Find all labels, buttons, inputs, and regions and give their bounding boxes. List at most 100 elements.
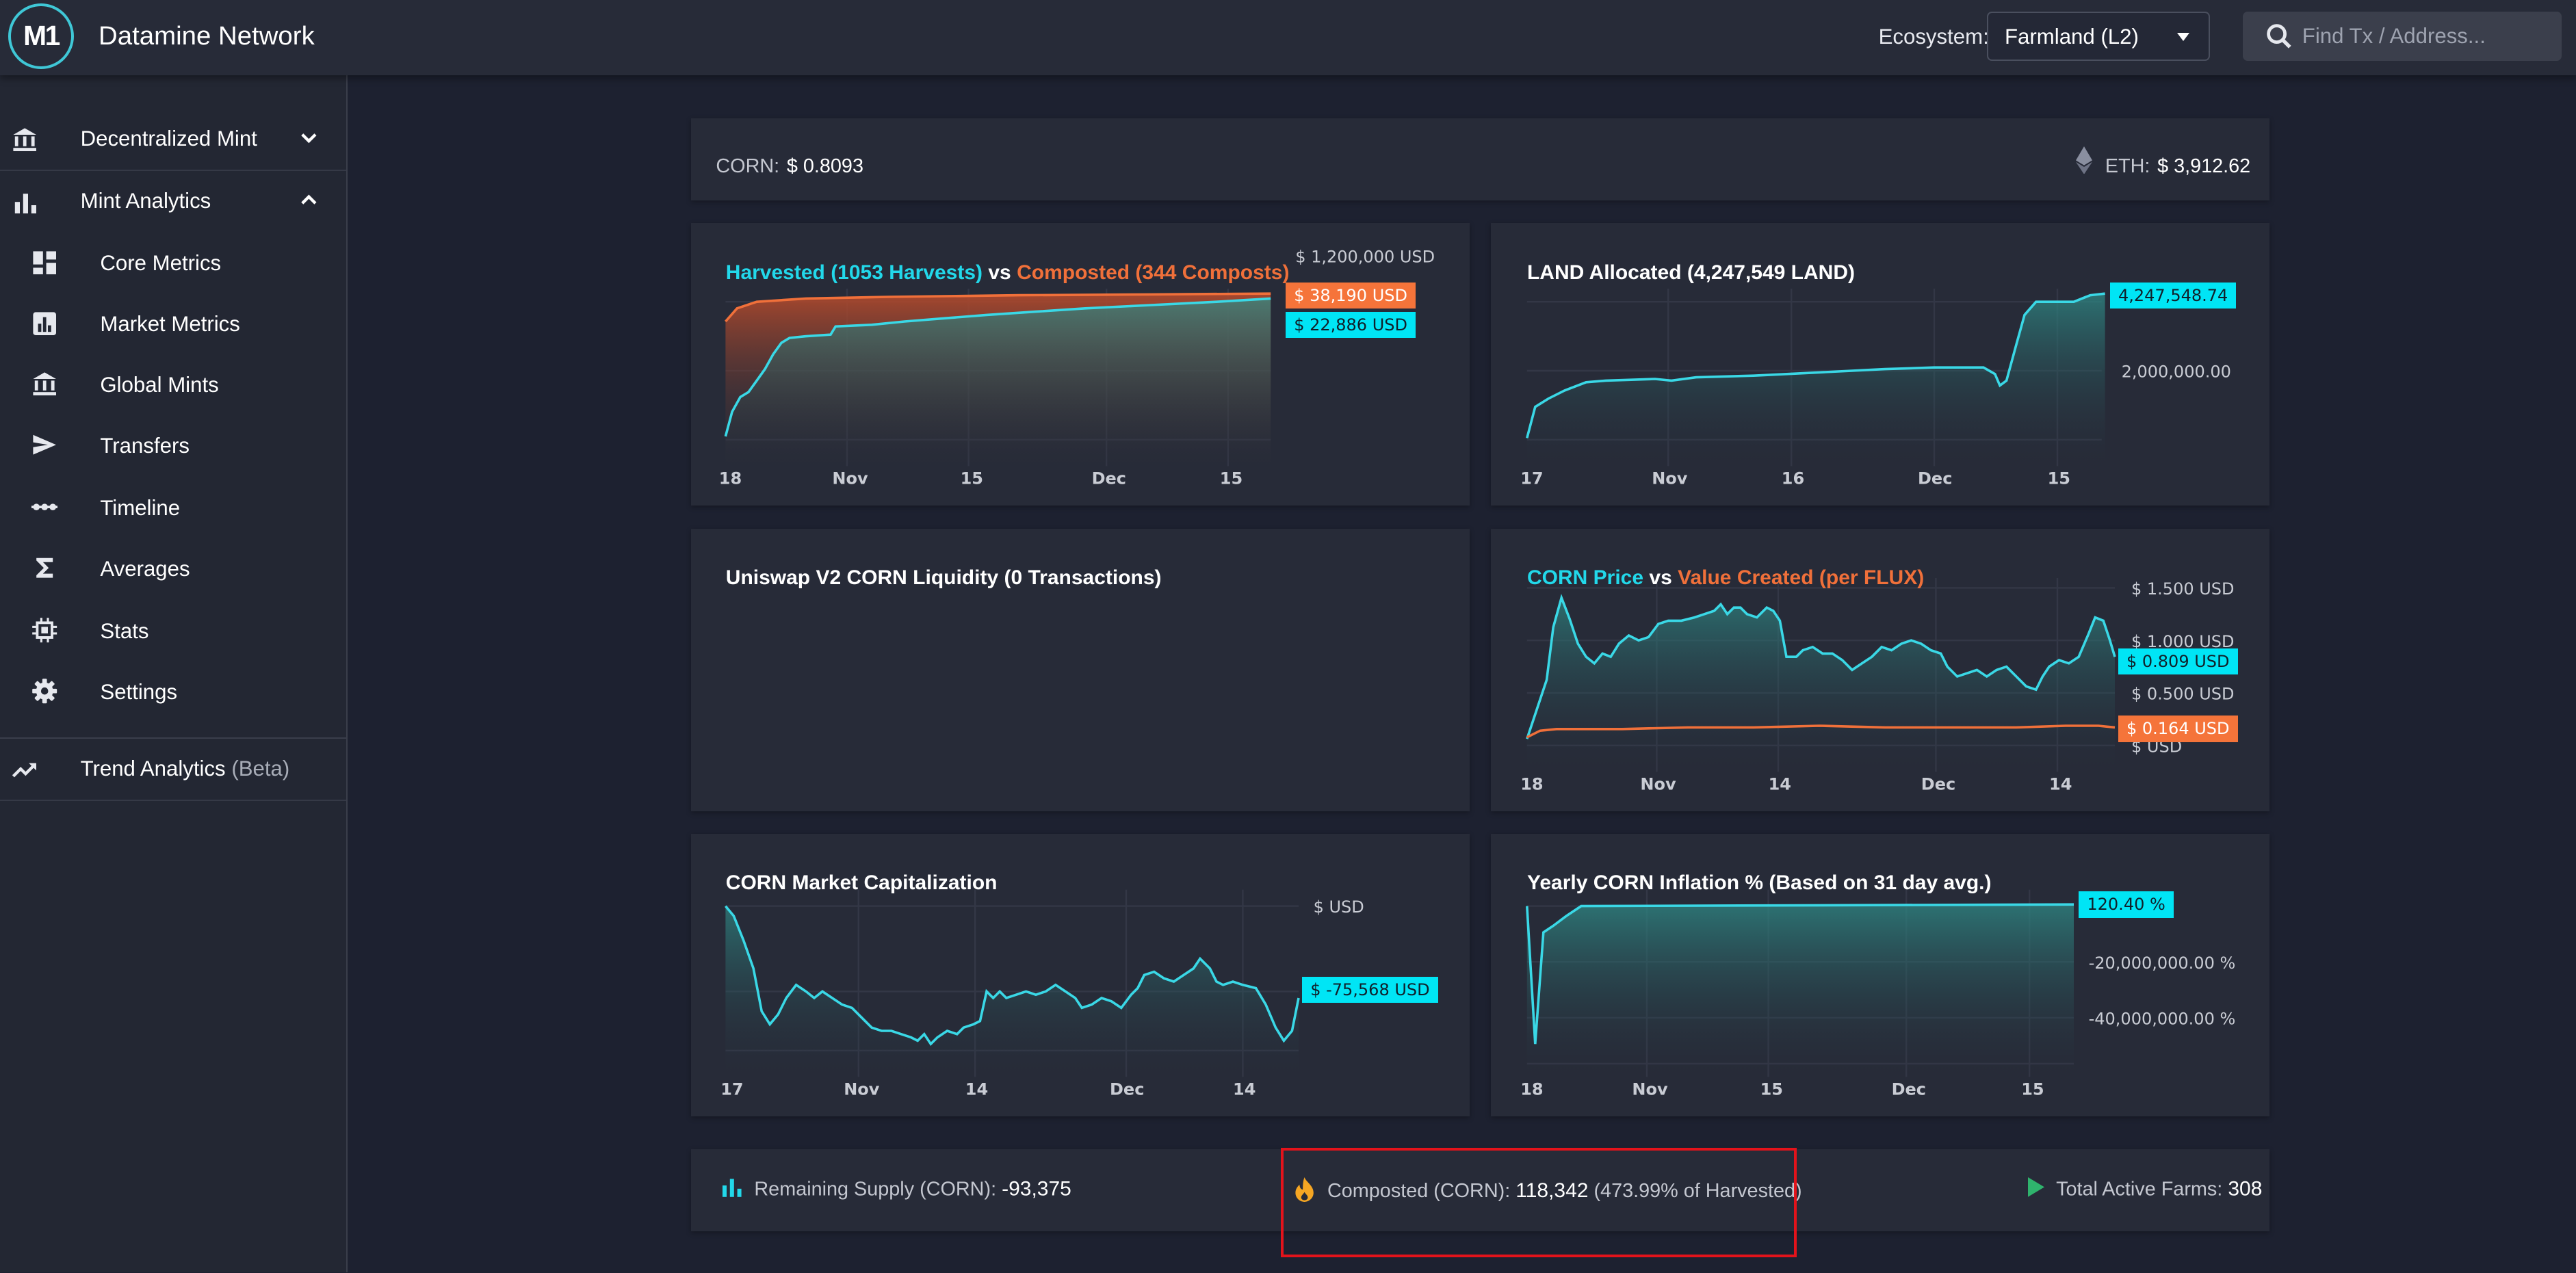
sidebar-item-global-mints[interactable]: Global Mints [0, 354, 346, 415]
inflation-area [1526, 904, 2074, 1077]
x-axis-tick: Nov [1641, 774, 1677, 793]
composted-label: Composted (CORN): [1327, 1179, 1511, 1202]
active-farms-value: 308 [2228, 1177, 2263, 1200]
search-box[interactable] [2243, 11, 2562, 61]
x-axis-tick: 17 [1520, 469, 1543, 488]
composted-series-line [725, 292, 1271, 323]
remaining-supply-stat: Remaining Supply (CORN): -93,375 [722, 1177, 1071, 1200]
market-cap-series-line [725, 905, 1301, 1047]
composted-value: 118,342 [1515, 1179, 1589, 1202]
send-icon [32, 434, 56, 455]
harvest-chart-card[interactable]: $ 1,200,000 USD 18 Nov 15 Dec 15 Harvest… [691, 223, 1470, 506]
x-axis-tick: 18 [1520, 1080, 1543, 1099]
app-logo[interactable]: M1 [8, 3, 74, 69]
uniswap-card[interactable]: Uniswap V2 CORN Liquidity (0 Transaction… [691, 528, 1470, 811]
y-axis-tick: -20,000,000.00 % [2089, 954, 2236, 973]
card-title: Harvested (1053 Harvests) vs Composted (… [726, 261, 1290, 285]
series-b-title: Value Created (per FLUX) [1678, 566, 1925, 589]
highlight-box [1281, 1147, 1797, 1258]
x-axis-tick: 14 [965, 1080, 988, 1099]
bar-chart-icon [14, 194, 36, 213]
sidebar-item-averages[interactable]: Averages [0, 538, 346, 599]
active-farms-stat: Total Active Farms: 308 [2027, 1177, 2263, 1200]
vs-label: vs [1649, 566, 1672, 589]
price-chart[interactable]: $ 1.500 USD $ 1.000 USD $ 0.500 USD $ US… [1491, 529, 2269, 811]
sidebar-item-label: Transfers [100, 433, 190, 458]
sidebar-divider [0, 737, 347, 739]
series-b-title: Composted (344 Composts) [1017, 261, 1290, 284]
app-title[interactable]: Datamine Network [99, 21, 315, 51]
beta-badge: (Beta) [231, 757, 290, 781]
card-title: Yearly CORN Inflation % (Based on 31 day… [1526, 871, 1992, 895]
market-cap-card[interactable]: $ USD 17 Nov 14 Dec 14 CORN Market Capit… [691, 834, 1470, 1116]
x-axis-tick: 14 [1233, 1080, 1256, 1099]
bank-icon [32, 372, 56, 396]
x-axis-tick: 17 [721, 1080, 744, 1099]
inflation-chart[interactable]: -20,000,000.00 % -40,000,000.00 % 18 Nov… [1491, 834, 2269, 1116]
y-axis-tick: -40,000,000.00 % [2089, 1010, 2236, 1029]
eth-price-value: $ 3,912.62 [2157, 155, 2251, 178]
corn-price-series-line [1526, 593, 2116, 739]
sidebar-item-market-metrics[interactable]: Market Metrics [0, 294, 346, 355]
sidebar-item-label: Mint Analytics [80, 188, 211, 213]
y-axis-tick: $ USD [1314, 897, 1364, 917]
corn-price: CORN: $ 0.8093 [716, 149, 863, 179]
sidebar-item-transfers[interactable]: Transfers [0, 415, 346, 476]
sidebar-item-timeline[interactable]: Timeline [0, 477, 346, 538]
ecosystem-select[interactable]: Farmland (L2) [1987, 11, 2211, 61]
x-axis-tick: 15 [1220, 469, 1243, 488]
x-axis-tick: 14 [1769, 774, 1791, 793]
price-chart-card[interactable]: $ 1.500 USD $ 1.000 USD $ 0.500 USD $ US… [1491, 528, 2269, 811]
sidebar-item-label: Global Mints [100, 372, 219, 397]
x-axis-tick: Dec [1092, 469, 1126, 488]
composted-percent: (473.99% of Harvested) [1593, 1179, 1802, 1202]
x-axis-tick: Nov [1632, 1080, 1669, 1099]
eth-price-label: ETH: [2105, 155, 2150, 178]
land-chart-card[interactable]: 2,000,000.00 17 Nov 16 Dec 15 LAND Alloc… [1491, 223, 2269, 506]
series-a-title: Harvested (1053 Harvests) [725, 261, 983, 284]
x-axis-tick: 15 [1760, 1080, 1783, 1099]
harvest-chart[interactable]: $ 1,200,000 USD 18 Nov 15 Dec 15 [691, 223, 1470, 506]
bank-icon [13, 128, 36, 151]
sidebar-item-label: Averages [100, 556, 190, 581]
trend-analytics-label: Trend Analytics [80, 757, 226, 781]
timeline-icon [31, 503, 57, 511]
land-series-line [1526, 292, 2105, 439]
sidebar-item-label: Market Metrics [100, 311, 240, 336]
x-axis-tick: 15 [2048, 469, 2070, 488]
x-axis-tick: Nov [1652, 469, 1688, 488]
y-axis-tick: $ 0.500 USD [2131, 684, 2235, 703]
sigma-icon [36, 557, 53, 578]
harvested-value-tag: $ 22,886 USD [1286, 311, 1416, 339]
sidebar-item-trend-analytics[interactable]: Trend Analytics (Beta) [0, 737, 347, 802]
x-axis-tick: Dec [1921, 774, 1955, 793]
sidebar: Decentralized Mint Mint Analytics Core M… [0, 75, 348, 1272]
series-a-title: CORN Price [1526, 566, 1644, 589]
y-axis-tick: $ 1.500 USD [2131, 579, 2235, 599]
market-cap-area [725, 906, 1299, 1077]
remaining-supply-value: -93,375 [1002, 1177, 1071, 1200]
price-bar: CORN: $ 0.8093 ETH: $ 3,912.62 [691, 118, 2269, 200]
corn-price-label: CORN: [716, 155, 780, 178]
sidebar-item-mint-analytics[interactable]: Mint Analytics [0, 171, 346, 233]
trending-up-icon [12, 763, 36, 778]
inflation-value-tag: 120.40 % [2079, 891, 2174, 918]
search-input[interactable] [2302, 11, 2549, 61]
sidebar-item-decentralized-mint[interactable]: Decentralized Mint [0, 108, 347, 171]
search-icon [2267, 23, 2291, 49]
x-axis-tick: Dec [1110, 1080, 1144, 1099]
sidebar-item-settings[interactable]: Settings [0, 661, 346, 722]
x-axis-tick: 15 [961, 469, 983, 488]
x-axis-tick: 16 [1782, 469, 1804, 488]
market-cap-chart[interactable]: $ USD 17 Nov 14 Dec 14 [691, 834, 1470, 1116]
sidebar-item-stats[interactable]: Stats [0, 601, 346, 661]
fire-icon [1295, 1177, 1314, 1202]
remaining-supply-label: Remaining Supply (CORN): [754, 1178, 997, 1200]
sidebar-item-core-metrics[interactable]: Core Metrics [0, 233, 346, 294]
inflation-card[interactable]: -20,000,000.00 % -40,000,000.00 % 18 Nov… [1491, 834, 2269, 1116]
chart-box-icon [32, 311, 56, 335]
ethereum-icon [2075, 146, 2092, 174]
market-cap-value-tag: $ -75,568 USD [1302, 976, 1438, 1003]
harvested-series-line [725, 297, 1271, 437]
land-chart[interactable]: 2,000,000.00 17 Nov 16 Dec 15 [1491, 223, 2269, 506]
